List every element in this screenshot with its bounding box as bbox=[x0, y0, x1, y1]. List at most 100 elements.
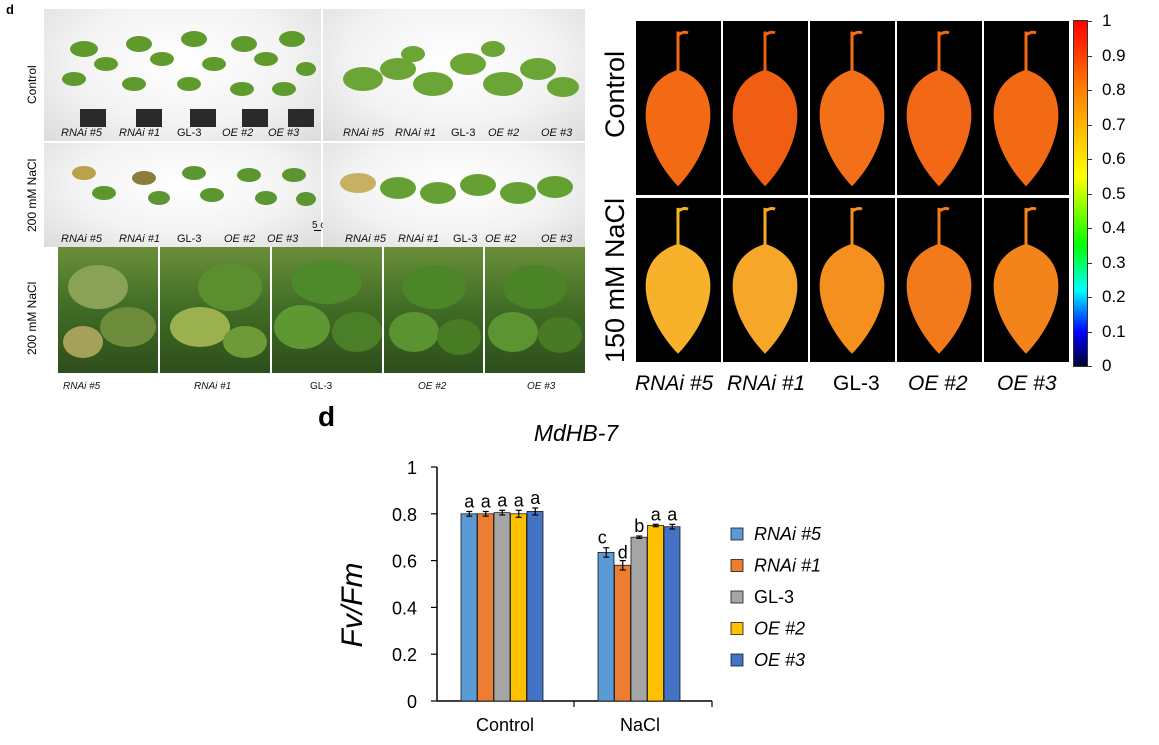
photo-label: GL-3 bbox=[177, 233, 202, 245]
photo-label: OE #3 bbox=[541, 233, 573, 245]
photo-label: RNAi #1 bbox=[395, 127, 436, 139]
leaf-fluorescence-image bbox=[984, 198, 1069, 362]
significance-letter: a bbox=[464, 491, 475, 511]
legend-label: OE #2 bbox=[754, 619, 805, 639]
y-tick-label: 0.4 bbox=[392, 598, 417, 618]
x-tick-label: NaCl bbox=[620, 715, 660, 735]
bar bbox=[477, 513, 494, 702]
photo-label: OE #3 bbox=[541, 127, 573, 139]
colorbar-tick-mark bbox=[1087, 90, 1092, 91]
colorbar-tick-label: 0.4 bbox=[1102, 218, 1126, 237]
leaf-fluorescence-image bbox=[984, 21, 1069, 195]
colorbar-tick-label: 0.6 bbox=[1102, 149, 1126, 168]
colorbar-tick-label: 0.1 bbox=[1102, 321, 1126, 341]
photo-label: RNAi #5 bbox=[61, 233, 102, 245]
leaf-shape bbox=[993, 30, 1059, 187]
leaf-column-label: RNAi #1 bbox=[727, 372, 806, 395]
significance-letter: a bbox=[514, 490, 525, 510]
colorbar-tick-mark bbox=[1087, 193, 1092, 195]
closeup-photo bbox=[272, 247, 382, 373]
colorbar-tick-mark bbox=[1087, 159, 1092, 160]
scale-bar bbox=[314, 230, 321, 231]
closeup-photo bbox=[485, 247, 585, 373]
bar bbox=[663, 526, 681, 702]
bar bbox=[510, 513, 527, 702]
bar bbox=[630, 536, 648, 702]
chart-title: MdHB-7 bbox=[534, 420, 620, 446]
colorbar-tick-label: 0.7 bbox=[1102, 114, 1126, 134]
photo-control-right: RNAi #5 RNAi #1 GL-3 OE #2 OE #3 bbox=[323, 9, 585, 141]
photo-label: GL-3 bbox=[451, 127, 476, 139]
plants-illustration bbox=[340, 173, 573, 204]
y-tick-label: 0 bbox=[407, 692, 417, 712]
closeup-label: OE #2 bbox=[418, 381, 447, 392]
photo-label: RNAi #1 bbox=[119, 233, 160, 245]
leaf-shape bbox=[732, 206, 798, 354]
leaf-shape bbox=[819, 206, 885, 354]
leaf-column-label: OE #3 bbox=[997, 372, 1057, 395]
colorbar-tick-label: 0.8 bbox=[1102, 80, 1126, 99]
panel-letter: d bbox=[318, 401, 335, 432]
photo-nacl-right: RNAi #5 RNAi #1 GL-3 OE #2 OE #3 bbox=[323, 143, 585, 247]
leaf-fluorescence-image bbox=[723, 198, 808, 362]
colorbar-tick-mark bbox=[1087, 55, 1092, 57]
significance-letter: a bbox=[530, 488, 541, 508]
closeup-photo bbox=[58, 247, 158, 373]
significance-letter: a bbox=[651, 504, 662, 524]
leaf-fluorescence-image bbox=[810, 198, 895, 362]
panel-letter-top: d bbox=[6, 2, 14, 17]
bar bbox=[647, 525, 664, 702]
closeup-photo bbox=[160, 247, 270, 373]
significance-letter: a bbox=[667, 504, 678, 524]
closeup-label: GL-3 bbox=[310, 381, 333, 392]
colorbar-tick-mark bbox=[1087, 331, 1092, 333]
y-tick-label: 0.8 bbox=[392, 505, 417, 525]
plants-illustration bbox=[62, 31, 316, 127]
legend-swatch bbox=[730, 559, 744, 572]
y-tick-label: 1 bbox=[407, 458, 417, 478]
colorbar-tick-label: 0.3 bbox=[1102, 252, 1126, 272]
bar bbox=[526, 511, 544, 702]
photo-label: RNAi #1 bbox=[119, 127, 160, 139]
scale-bar-label: 5 cm bbox=[312, 220, 334, 231]
leaf-fluorescence-image bbox=[897, 21, 982, 195]
y-axis-label: Fv/Fm bbox=[336, 563, 369, 648]
legend-label: RNAi #1 bbox=[754, 556, 821, 576]
bar bbox=[460, 513, 478, 702]
photo-label: OE #2 bbox=[488, 127, 520, 139]
significance-letter: a bbox=[481, 491, 492, 511]
colorbar-tick-label: 0.9 bbox=[1102, 45, 1126, 65]
colorbar-tick-label: 0.2 bbox=[1102, 287, 1126, 306]
photo-label: GL-3 bbox=[453, 233, 478, 245]
plants-illustration bbox=[72, 166, 316, 206]
photo-nacl-left: RNAi #5 RNAi #1 GL-3 OE #2 OE #3 bbox=[44, 143, 321, 247]
photo-label: RNAi #5 bbox=[61, 127, 102, 139]
closeup-label: RNAi #1 bbox=[194, 381, 232, 392]
leaf-fluorescence-image bbox=[636, 198, 721, 362]
legend-label: RNAi #5 bbox=[754, 524, 822, 544]
legend-swatch bbox=[730, 590, 744, 604]
colorbar-tick-mark bbox=[1087, 228, 1092, 229]
leaf-fluorescence-image bbox=[723, 21, 808, 195]
legend-label: OE #3 bbox=[754, 650, 805, 670]
leaf-column-label: OE #2 bbox=[908, 372, 968, 395]
bar bbox=[493, 512, 511, 702]
y-tick-label: 0.6 bbox=[392, 552, 417, 572]
photo-label: OE #2 bbox=[224, 233, 256, 245]
photo-label: OE #3 bbox=[267, 233, 299, 245]
colorbar-tick-mark bbox=[1087, 21, 1092, 22]
leaf-shape bbox=[993, 206, 1059, 354]
significance-letter: a bbox=[497, 490, 508, 510]
photo-label: RNAi #5 bbox=[343, 127, 384, 139]
leaf-fluorescence-image bbox=[636, 21, 721, 195]
significance-letter: c bbox=[598, 528, 607, 548]
bar bbox=[614, 564, 631, 702]
leaf-fluorescence-image bbox=[897, 198, 982, 362]
leaf-shape bbox=[906, 206, 972, 354]
colorbar-tick-mark bbox=[1087, 297, 1092, 298]
leaf-column-label: GL-3 bbox=[833, 372, 880, 395]
photo-label: RNAi #1 bbox=[398, 233, 439, 245]
colorbar-tick-mark bbox=[1087, 262, 1092, 264]
leaf-column-label: RNAi #5 bbox=[635, 372, 714, 395]
